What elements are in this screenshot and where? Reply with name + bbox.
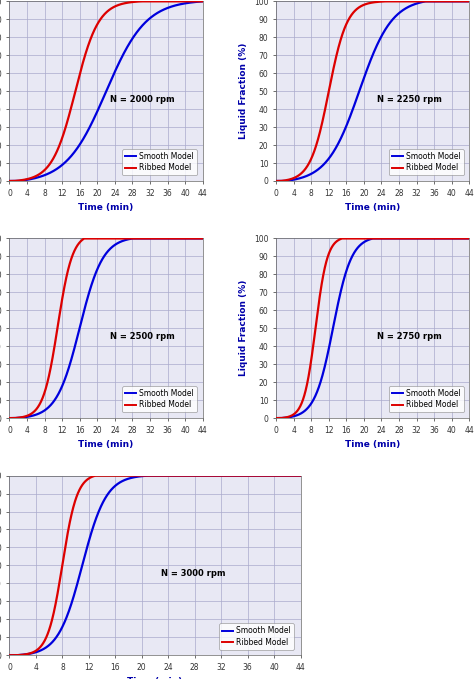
Y-axis label: Liquid Fraction (%): Liquid Fraction (%) — [239, 280, 248, 376]
Y-axis label: Liquid Fraction (%): Liquid Fraction (%) — [239, 43, 248, 139]
X-axis label: Time (min): Time (min) — [128, 678, 182, 679]
Text: N = 2000 rpm: N = 2000 rpm — [110, 95, 174, 104]
Legend: Smooth Model, Ribbed Model: Smooth Model, Ribbed Model — [219, 623, 294, 650]
X-axis label: Time (min): Time (min) — [345, 203, 400, 213]
X-axis label: Time (min): Time (min) — [79, 203, 134, 213]
X-axis label: Time (min): Time (min) — [345, 440, 400, 449]
X-axis label: Time (min): Time (min) — [79, 440, 134, 449]
Text: N = 2500 rpm: N = 2500 rpm — [110, 332, 175, 341]
Text: N = 3000 rpm: N = 3000 rpm — [161, 569, 225, 578]
Text: N = 2250 rpm: N = 2250 rpm — [376, 95, 441, 104]
Legend: Smooth Model, Ribbed Model: Smooth Model, Ribbed Model — [389, 149, 464, 175]
Legend: Smooth Model, Ribbed Model: Smooth Model, Ribbed Model — [389, 386, 464, 413]
Legend: Smooth Model, Ribbed Model: Smooth Model, Ribbed Model — [122, 386, 197, 413]
Legend: Smooth Model, Ribbed Model: Smooth Model, Ribbed Model — [122, 149, 197, 175]
Text: N = 2750 rpm: N = 2750 rpm — [376, 332, 441, 341]
